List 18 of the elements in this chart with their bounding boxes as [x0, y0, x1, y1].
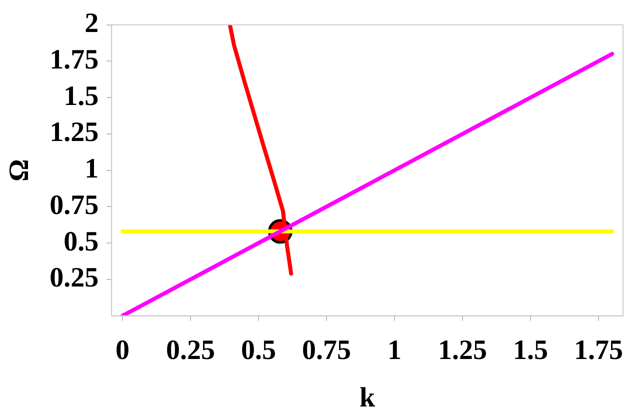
x-tick-label: 0 [115, 334, 130, 366]
y-tick-label: 1.25 [50, 117, 99, 148]
x-tick-label: 1.25 [438, 334, 488, 366]
x-tick-label: 0.25 [166, 334, 215, 366]
x-tick-label: 1 [388, 334, 402, 366]
y-tick-label: 0.25 [50, 262, 99, 294]
y-tick-label: 1.5 [64, 80, 99, 112]
y-tick-label: 0.5 [64, 226, 99, 258]
y-tick-label: 0.75 [50, 190, 99, 221]
y-tick-label: 1.75 [50, 44, 99, 76]
x-tick-label: 1.75 [574, 334, 624, 366]
y-tick-label: 1 [84, 154, 99, 185]
x-tick-label: 1.5 [513, 334, 548, 366]
x-axis-title: k [360, 382, 376, 414]
y-axis-title: Ω [4, 159, 36, 182]
y-tick-label: 2 [84, 8, 99, 40]
x-tick-label: 0.5 [240, 334, 276, 366]
x-tick-label: 0.75 [302, 334, 351, 366]
